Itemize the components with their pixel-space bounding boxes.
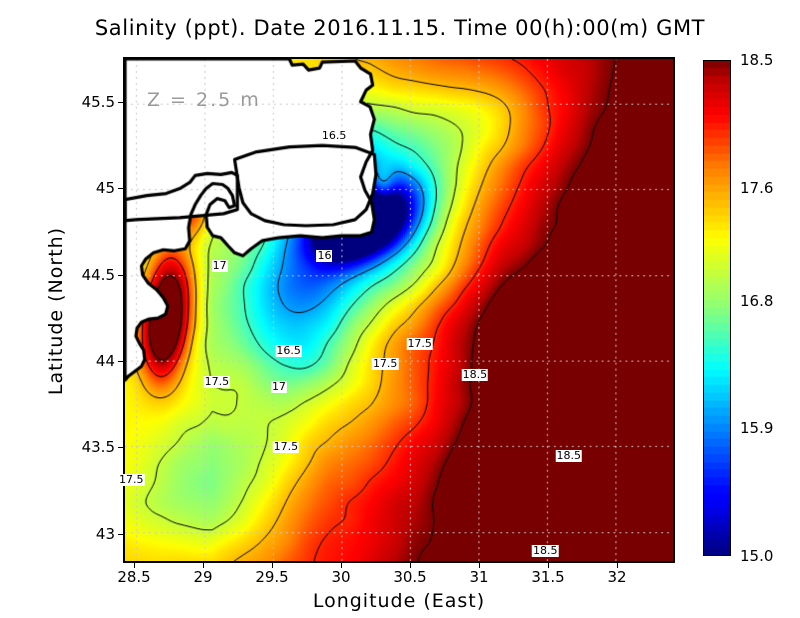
colorbar-tick-label: 16.8	[740, 291, 774, 310]
axis-tick-mark	[134, 563, 136, 568]
axis-tick-mark	[118, 533, 123, 535]
y-tick-label: 45	[95, 179, 115, 198]
x-tick-label: 28.5	[117, 568, 151, 586]
axis-tick-mark	[203, 563, 205, 568]
axis-tick-mark	[410, 563, 412, 568]
axis-tick-mark	[118, 101, 123, 103]
map-axes[interactable]	[123, 57, 675, 563]
colorbar-tick-label: 15.9	[740, 419, 774, 438]
x-tick-label: 29.5	[255, 568, 289, 586]
x-tick-label: 31	[469, 568, 489, 586]
contour-label: 17.5	[203, 374, 231, 388]
colorbar-tick-label: 17.6	[740, 178, 774, 197]
axis-tick-mark	[341, 563, 343, 568]
axis-tick-mark	[272, 563, 274, 568]
y-tick-label: 43.5	[81, 438, 115, 457]
contour-label: 18.5	[461, 367, 489, 381]
axis-tick-mark	[118, 447, 123, 449]
axis-tick-mark	[479, 563, 481, 568]
y-tick-label: 44	[95, 351, 115, 370]
y-axis-title: Latitude (North)	[45, 226, 67, 396]
y-tick-label: 43	[95, 524, 115, 543]
contour-label: 17.5	[406, 336, 433, 350]
x-tick-label: 30	[331, 568, 351, 586]
axis-tick-mark	[118, 274, 123, 276]
contour-label: 18.5	[555, 448, 582, 462]
x-tick-label: 31.5	[531, 568, 565, 586]
axis-tick-mark	[118, 360, 123, 362]
contour-label: 16.5	[275, 343, 302, 357]
salinity-heatmap[interactable]	[125, 59, 673, 561]
colorbar-tick-label: 18.5	[740, 51, 774, 69]
contour-label: 16.5	[320, 129, 348, 143]
contour-label: 17	[270, 379, 287, 393]
x-tick-label: 29	[193, 568, 213, 586]
colorbar-tick-label: 15.0	[740, 547, 774, 565]
axis-tick-mark	[118, 188, 123, 190]
page-title: Salinity (ppt). Date 2016.11.15. Time 00…	[94, 16, 706, 40]
axis-tick-mark	[548, 563, 550, 568]
axis-tick-mark	[617, 563, 619, 568]
contour-label: 16	[316, 248, 333, 262]
contour-label: 17.5	[118, 473, 145, 487]
contour-label: 17.5	[272, 440, 300, 454]
colorbar-gradient	[704, 61, 730, 555]
contour-label: 18.5	[532, 543, 559, 557]
x-tick-label: 32	[607, 568, 627, 586]
x-axis-title: Longitude (East)	[312, 590, 486, 612]
y-tick-label: 44.5	[81, 265, 115, 284]
contour-label: 17	[211, 258, 228, 272]
y-tick-label: 45.5	[81, 92, 115, 111]
contour-label: 17.5	[371, 357, 399, 371]
colorbar[interactable]	[703, 60, 731, 556]
x-tick-label: 30.5	[393, 568, 427, 586]
